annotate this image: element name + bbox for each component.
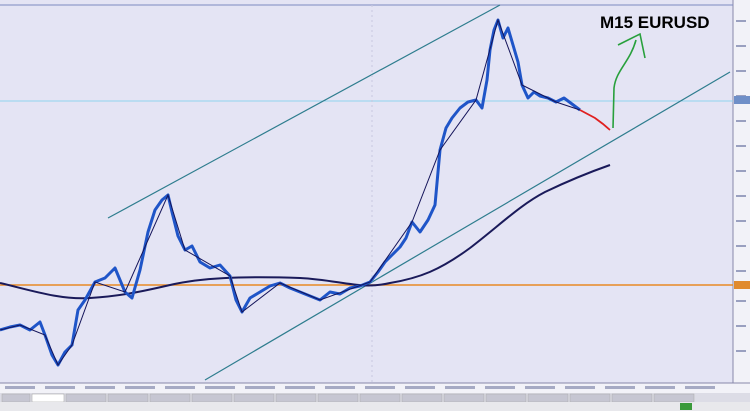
projection-line bbox=[579, 109, 611, 131]
forecast-arrowhead bbox=[617, 32, 646, 59]
moving-average bbox=[0, 164, 611, 300]
chart-tabs[interactable] bbox=[1, 393, 695, 403]
active-tab[interactable] bbox=[31, 393, 65, 403]
price-marker bbox=[734, 96, 750, 104]
time-axis-ticks bbox=[5, 386, 715, 389]
price-wicks bbox=[0, 18, 581, 367]
channel-lower bbox=[204, 71, 731, 381]
connection-indicator bbox=[680, 403, 692, 410]
status-bar bbox=[0, 402, 750, 411]
chart-area bbox=[0, 0, 733, 383]
chart-title: M15 EURUSD bbox=[600, 13, 710, 32]
channel-upper bbox=[107, 4, 501, 219]
forecast-arrow bbox=[612, 39, 637, 129]
level-marker bbox=[734, 281, 750, 289]
